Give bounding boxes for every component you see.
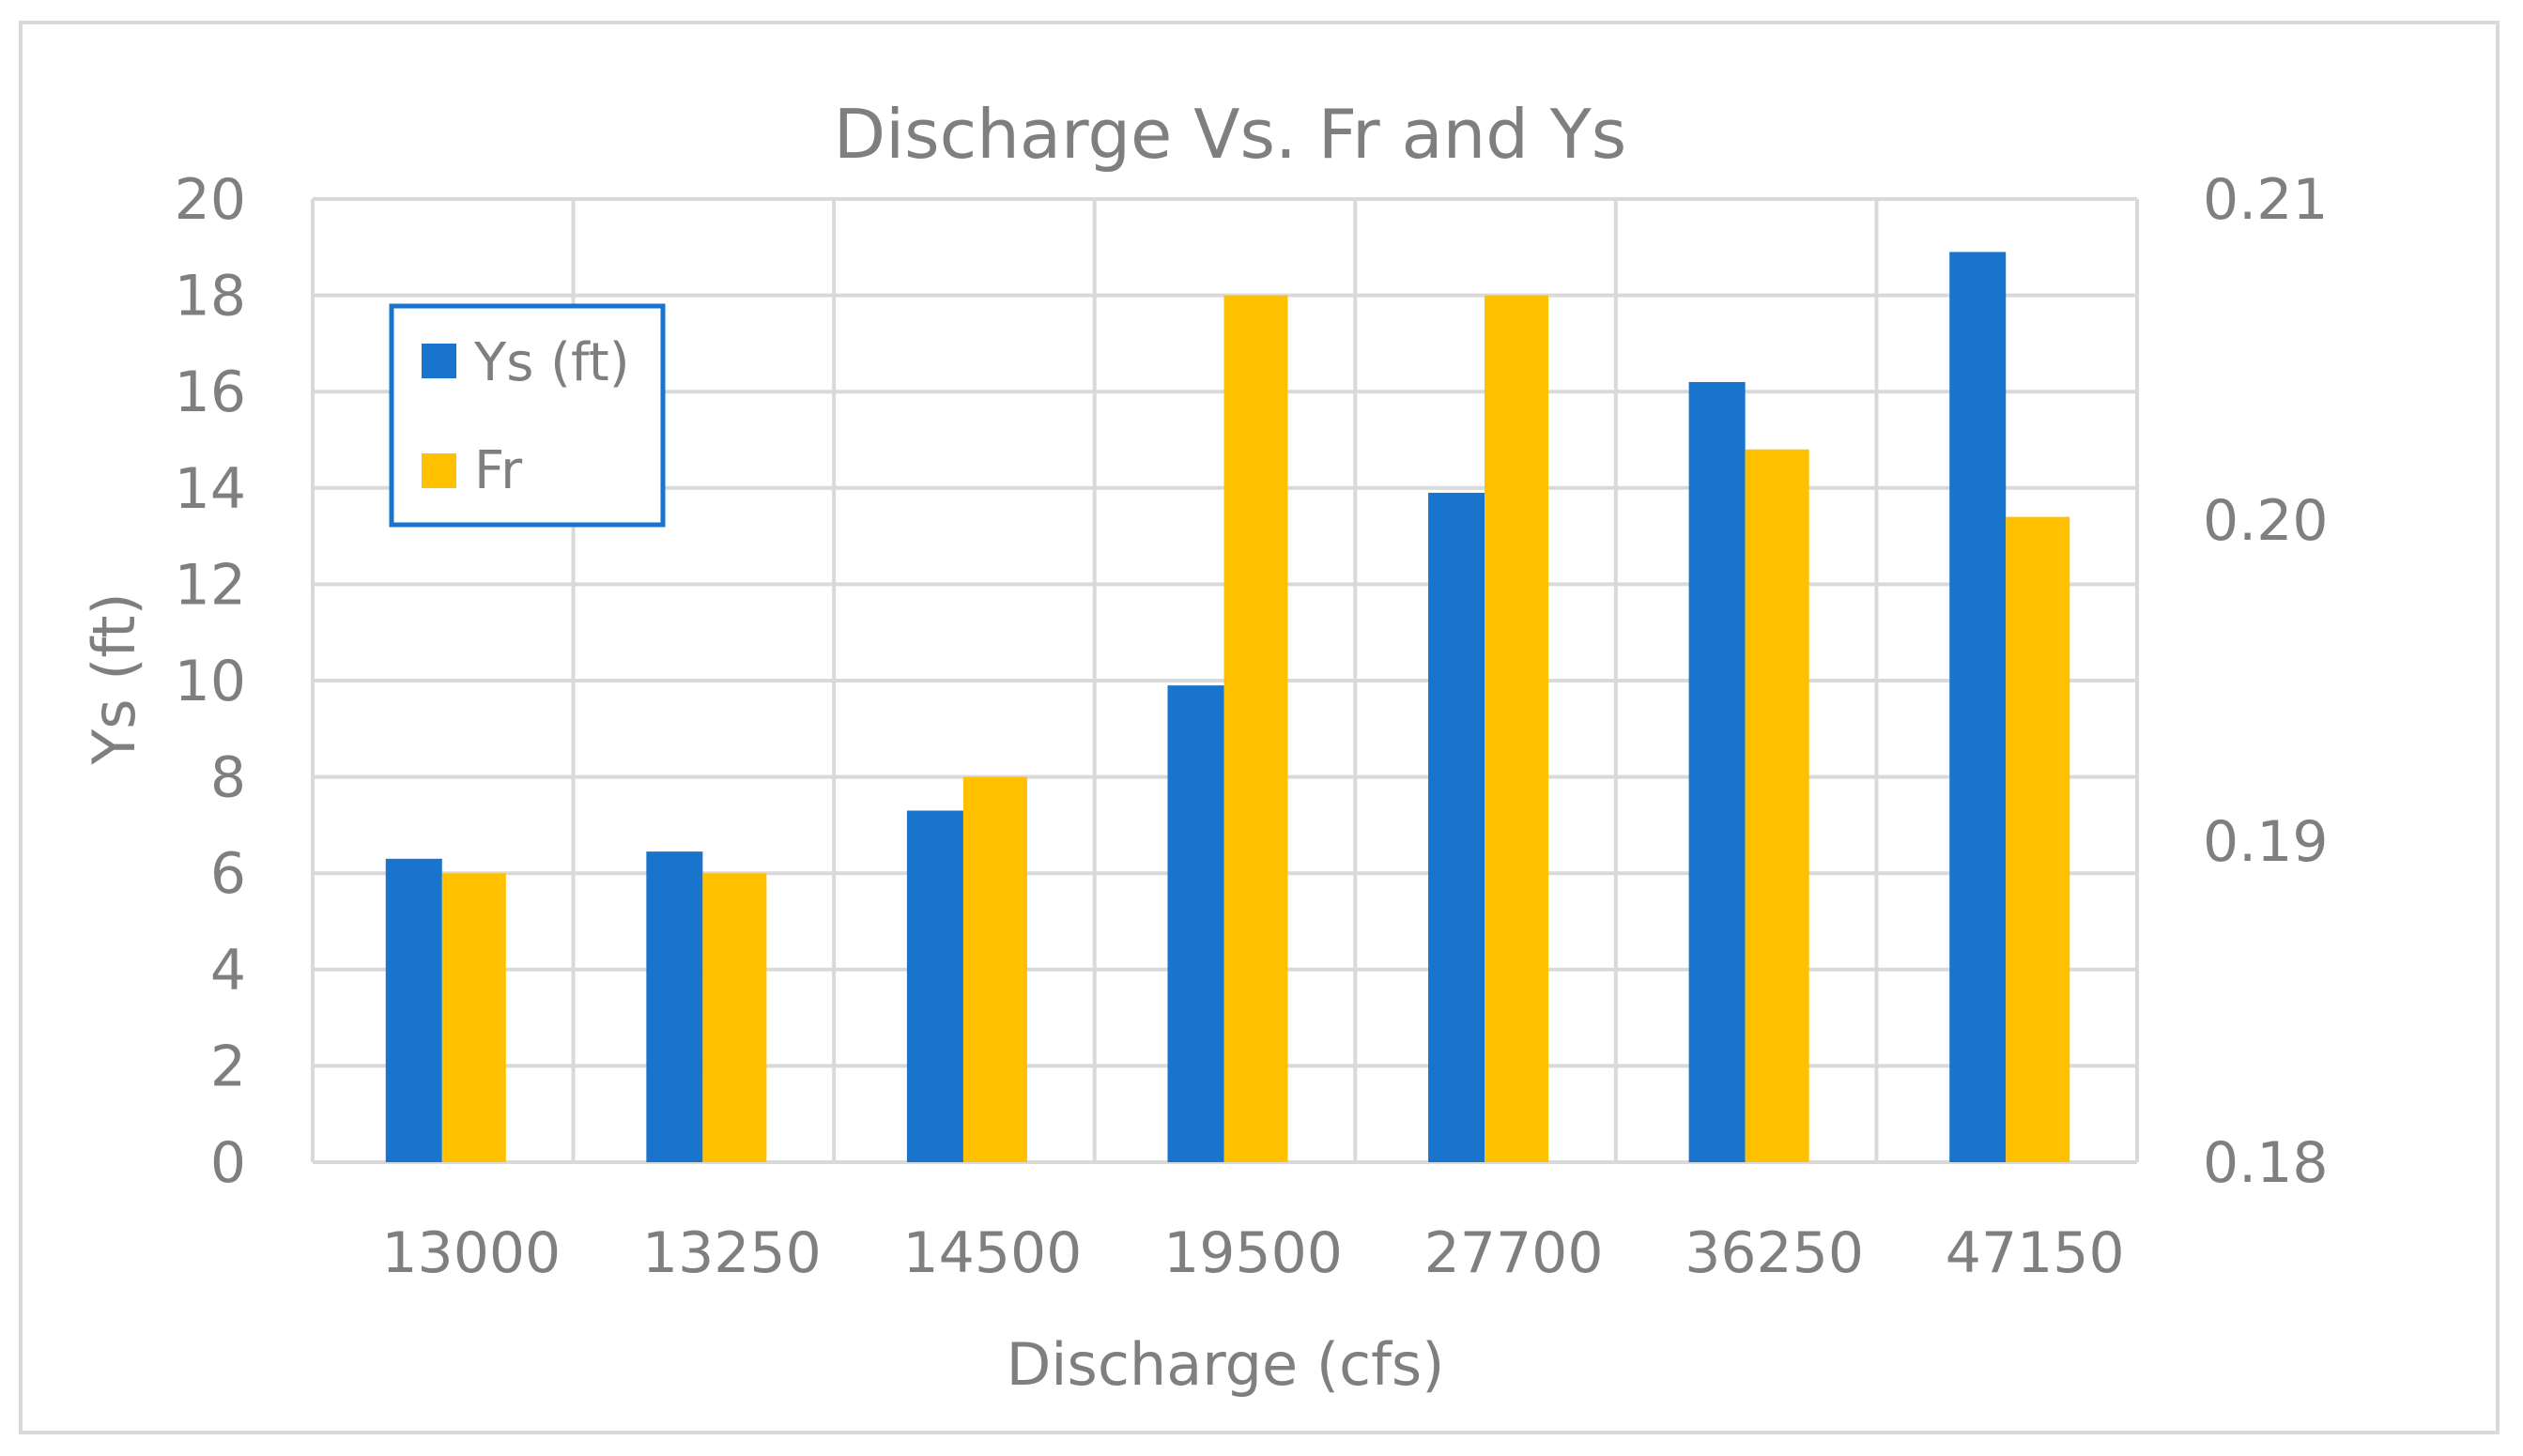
bar-fr [441, 873, 506, 1162]
legend-label-fr: Fr [474, 440, 523, 501]
y-tick-label: 8 [210, 745, 246, 811]
y2-tick-label: 0.19 [2203, 809, 2329, 875]
y-axis-label: Ys (ft) [80, 592, 148, 765]
y2-tick-label: 0.20 [2203, 488, 2329, 554]
legend-box [389, 303, 666, 528]
legend-swatch-ys [422, 344, 456, 378]
bar-fr [702, 873, 767, 1162]
y2-tick-label: 0.21 [2203, 167, 2329, 233]
x-tick-label: 36250 [1685, 1220, 1864, 1286]
bar-ys [1428, 492, 1485, 1162]
x-tick-label: 47150 [1946, 1220, 2125, 1286]
bar-ys [1167, 685, 1224, 1162]
bar-ys [385, 858, 442, 1162]
bar-fr [1485, 295, 1549, 1163]
y-tick-label: 14 [175, 456, 246, 522]
bar-ys [1688, 381, 1746, 1162]
bar-fr [962, 776, 1027, 1162]
x-axis-ticks: 13000 13250 14500 19500 27700 36250 47150 [381, 1220, 2124, 1286]
y2-tick-label: 0.18 [2203, 1130, 2329, 1196]
y-tick-label: 6 [210, 841, 246, 907]
legend-swatch-fr [422, 453, 456, 488]
y-tick-label: 4 [210, 938, 246, 1004]
bar-fr [1223, 295, 1288, 1163]
bar-fr [2006, 516, 2070, 1162]
bar-fr [1745, 449, 1809, 1162]
bar-ys [906, 810, 963, 1162]
y-axis-right-ticks: 0.18 0.19 0.20 0.21 [2203, 167, 2329, 1196]
y-tick-label: 20 [175, 167, 246, 233]
x-tick-label: 14500 [902, 1220, 1082, 1286]
y-tick-label: 2 [210, 1034, 246, 1099]
x-axis-label: Discharge (cfs) [1007, 1330, 1445, 1399]
y-tick-label: 16 [175, 360, 246, 425]
bar-ys [1949, 252, 2007, 1162]
legend: Ys (ft) Fr [389, 303, 666, 528]
bars [385, 252, 2070, 1163]
legend-label-ys: Ys (ft) [473, 332, 630, 393]
y-tick-label: 12 [175, 552, 246, 618]
x-tick-label: 13250 [642, 1220, 822, 1286]
y-tick-label: 10 [175, 649, 246, 714]
x-tick-label: 19500 [1163, 1220, 1343, 1286]
y-axis-left-ticks: 0 2 4 6 8 10 12 14 16 18 20 [175, 167, 246, 1196]
y-tick-label: 18 [175, 264, 246, 330]
bar-ys [646, 851, 703, 1162]
y-tick-label: 0 [210, 1130, 246, 1196]
chart-title: Discharge Vs. Fr and Ys [834, 95, 1627, 174]
x-tick-label: 13000 [381, 1220, 561, 1286]
x-tick-label: 27700 [1424, 1220, 1604, 1286]
